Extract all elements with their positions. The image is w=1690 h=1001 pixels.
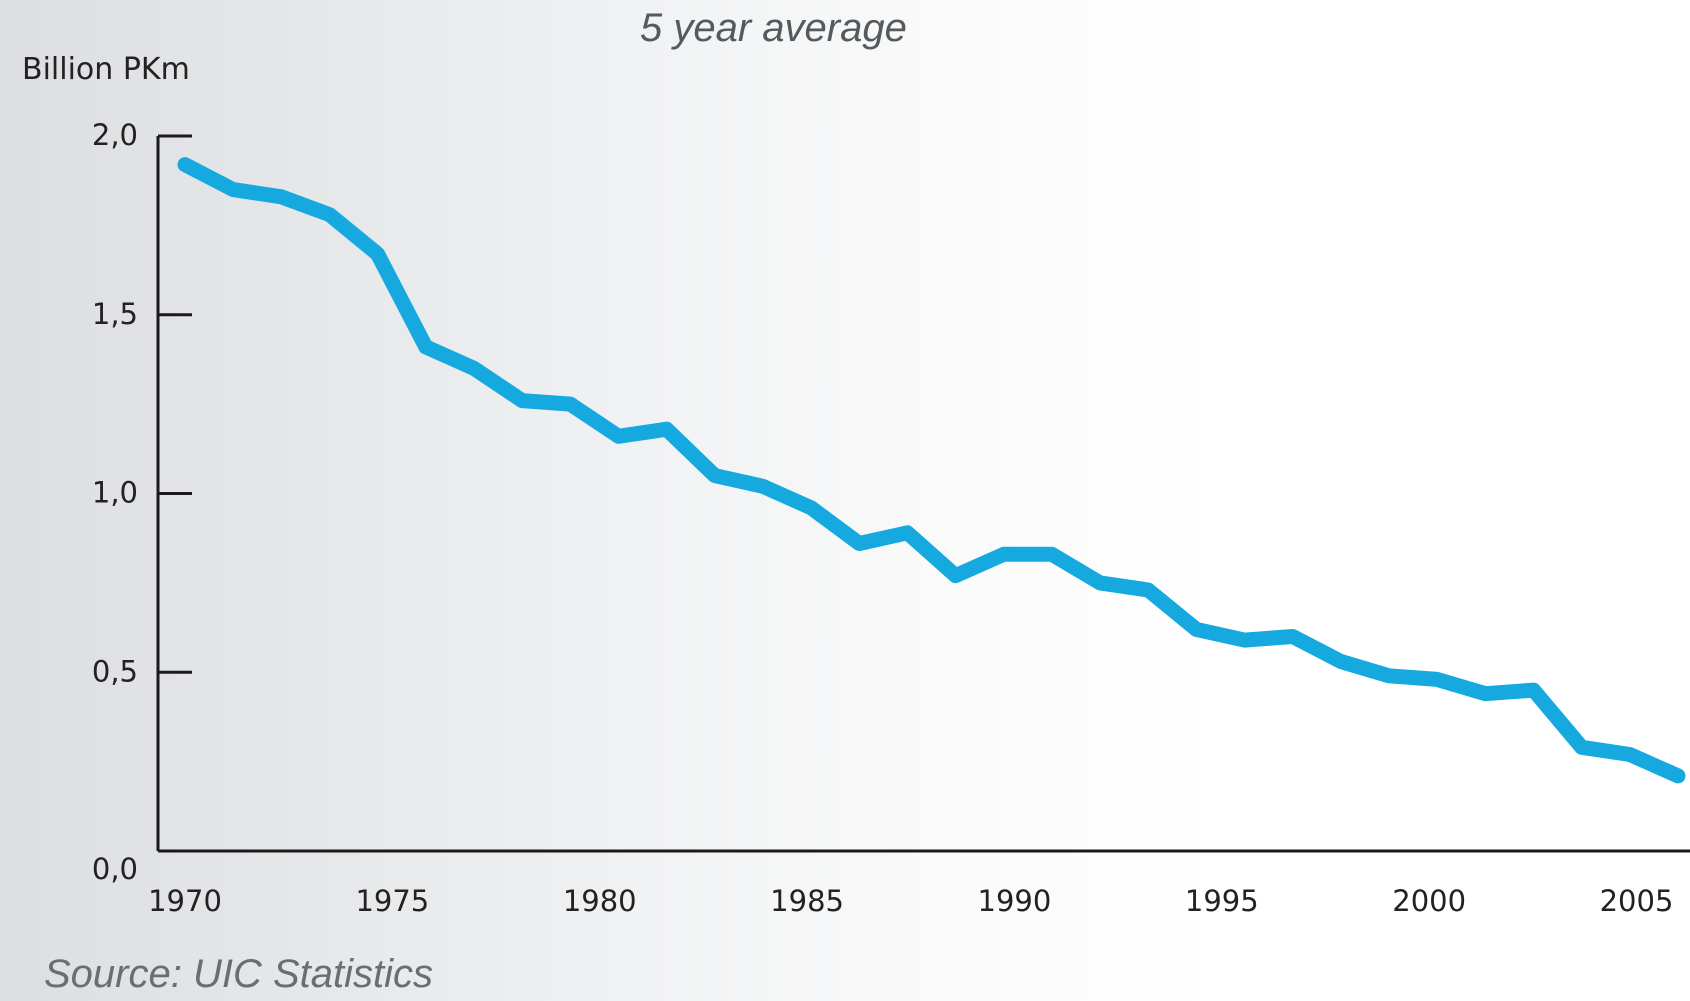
x-tick-label: 2000 [1392, 884, 1466, 918]
x-tick-label: 1975 [355, 884, 429, 918]
data-point [521, 400, 523, 402]
x-tick-label: 1990 [978, 884, 1052, 918]
x-tick-label: 1980 [563, 884, 637, 918]
data-point [1244, 639, 1245, 641]
data-point [762, 485, 764, 487]
data-point [1533, 689, 1534, 691]
series-group [177, 157, 1686, 784]
data-point [1436, 678, 1438, 680]
data-point [232, 189, 234, 191]
x-tick-label: 1995 [1185, 884, 1259, 918]
data-point [810, 507, 812, 509]
data-point [906, 532, 908, 534]
data-point [1195, 628, 1197, 630]
data-point [1388, 675, 1390, 677]
data-point [1629, 754, 1631, 755]
data-point [1484, 693, 1486, 695]
data-point [280, 196, 282, 198]
chart-subtitle: 5 year average [640, 6, 907, 50]
y-ticks: 0,0 0,5 1,0 1,5 2,0 [92, 118, 192, 886]
y-axis-label: Billion PKm [22, 52, 190, 87]
data-point [329, 214, 330, 216]
data-point [1051, 553, 1053, 555]
y-tick-label: 0,5 [92, 654, 138, 688]
data-point [184, 164, 186, 166]
data-point [955, 575, 957, 577]
data-point [473, 367, 475, 369]
y-tick-label: 1,5 [92, 297, 138, 331]
data-point [1147, 589, 1149, 591]
data-point [377, 253, 379, 255]
data-point [569, 403, 571, 405]
data-point [714, 475, 716, 477]
x-tick-label: 1970 [148, 884, 222, 918]
y-tick-label: 0,0 [92, 852, 138, 886]
data-point [666, 428, 668, 430]
data-point [1003, 553, 1005, 555]
x-tick-label: 2005 [1600, 884, 1674, 918]
y-tick-label: 1,0 [92, 476, 138, 510]
series-line [177, 157, 1686, 784]
x-tick-label: 1985 [770, 884, 844, 918]
data-point [858, 543, 860, 544]
data-point [1581, 746, 1583, 748]
x-ticks: 1970 1975 1980 1985 1990 1995 2000 2005 [148, 884, 1673, 918]
data-point [1340, 661, 1342, 662]
y-tick-label: 2,0 [92, 118, 138, 152]
data-point [618, 435, 619, 437]
data-point [1292, 636, 1294, 637]
data-point [1099, 582, 1101, 584]
data-point [1677, 775, 1679, 777]
data-point [425, 346, 427, 348]
source-note: Source: UIC Statistics [44, 952, 434, 996]
